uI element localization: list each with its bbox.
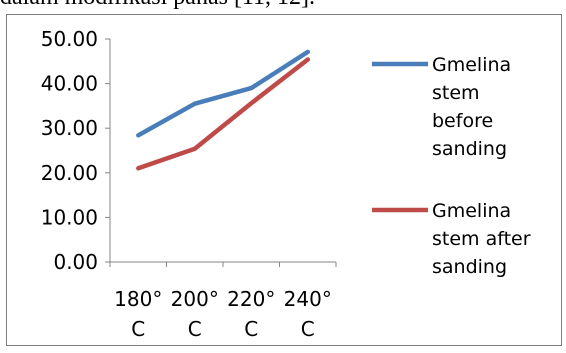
y-tick-label: 20.00 [41,161,98,185]
x-tick-label: 240° C [284,287,332,341]
y-tick-label: 50.00 [41,27,98,51]
y-tick-label: 30.00 [41,116,98,140]
chart-frame [6,14,562,346]
x-tick-label: 220° C [227,287,275,341]
caption-text-above: dalam modifikasi panas [11, 12]. [0,0,566,10]
x-tick-label: 180° C [114,287,162,341]
legend-label-2: Gmelina stem after sanding [432,200,531,278]
y-tick-label: 0.00 [53,250,98,274]
y-tick-label: 10.00 [41,205,98,229]
x-tick-label: 200° C [171,287,219,341]
y-tick-label: 40.00 [41,72,98,96]
legend-label-1: Gmelina stem before sanding [432,54,511,160]
series-line-2 [136,57,311,171]
series-line-1 [136,49,311,138]
